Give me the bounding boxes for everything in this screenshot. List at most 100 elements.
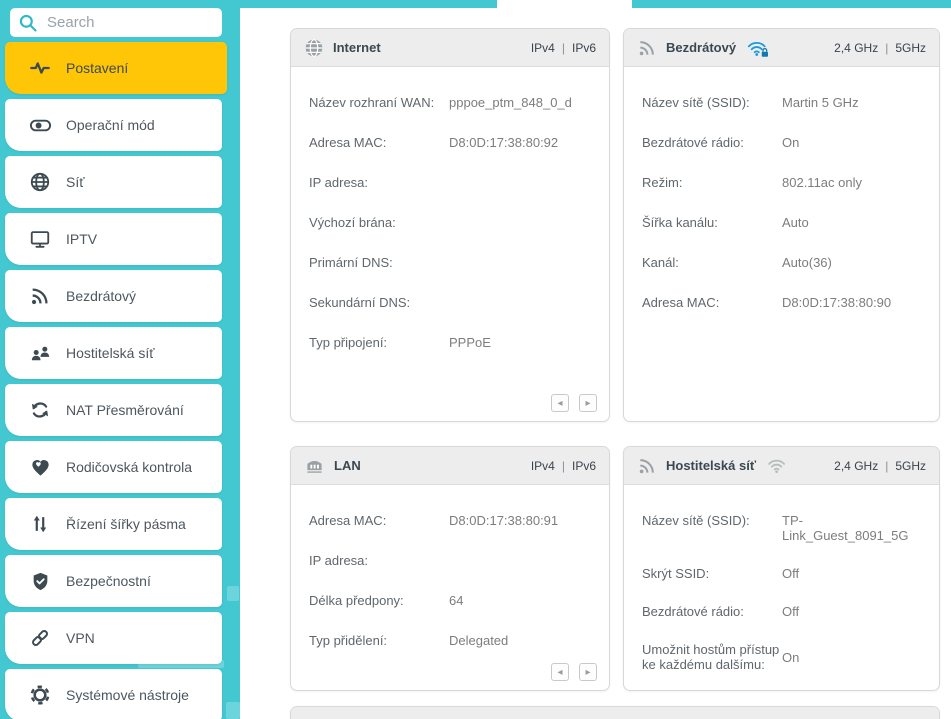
guest-card-header: Hostitelská síť 2,4 GHz | 5GHz xyxy=(624,447,939,485)
tab-separator: | xyxy=(561,40,565,55)
globe-icon xyxy=(304,38,324,58)
pager-next-button[interactable]: ▸ xyxy=(579,663,597,681)
guests-icon xyxy=(27,341,53,365)
info-row: Bezdrátové rádio: On xyxy=(642,135,800,150)
band-2-4ghz[interactable]: 2,4 GHz xyxy=(834,458,879,473)
info-row: Sekundární DNS: xyxy=(309,295,411,310)
sidebar-item-bezdratovy[interactable]: Bezdrátový xyxy=(5,270,222,322)
hub-icon xyxy=(304,456,325,476)
sidebar-item-operacni-mod[interactable]: Operační mód xyxy=(5,99,222,151)
wifi-gray-icon xyxy=(766,456,788,475)
bottom-card-header xyxy=(291,707,939,719)
lan-card: LAN IPv4 | IPv6 Adresa MAC: D8:0D:17:38:8… xyxy=(290,446,610,691)
search-box[interactable] xyxy=(10,8,222,37)
tab-ipv4[interactable]: IPv4 xyxy=(530,458,555,473)
sidebar-item-bezpecnostni[interactable]: Bezpečnostní xyxy=(5,555,222,607)
sidebar-item-label: Rodičovská kontrola xyxy=(66,459,193,475)
card-pager: ◂ ▸ xyxy=(551,663,597,681)
sidebar-item-label: Postavení xyxy=(66,60,129,76)
updown-arrows-icon xyxy=(27,512,53,536)
sidebar-item-label: NAT Přesměrování xyxy=(66,402,184,418)
link-icon xyxy=(27,626,53,650)
info-row: Adresa MAC: D8:0D:17:38:80:91 xyxy=(309,513,559,528)
internet-card-header: Internet IPv4 | IPv6 xyxy=(291,29,609,67)
wireless-beacon-icon xyxy=(27,284,53,308)
sidebar-item-label: Hostitelská síť xyxy=(66,345,155,361)
tab-ipv4[interactable]: IPv4 xyxy=(530,40,555,55)
info-row: Výchozí brána: xyxy=(309,215,396,230)
sidebar-item-label: Bezpečnostní xyxy=(66,573,151,589)
info-row: IP adresa: xyxy=(309,553,369,568)
guest-network-card: Hostitelská síť 2,4 GHz | 5GHz Název sít… xyxy=(623,446,940,691)
info-row: Adresa MAC: D8:0D:17:38:80:92 xyxy=(309,135,559,150)
card-title: Internet xyxy=(333,40,381,55)
toggle-icon xyxy=(27,113,53,137)
card-title: Bezdrátový xyxy=(666,40,737,55)
info-row: Šířka kanálu: Auto xyxy=(642,215,809,230)
search-icon xyxy=(19,14,37,32)
top-accent-strip xyxy=(240,0,497,8)
wireless-card: Bezdrátový 2,4 GHz | 5GHz Název sítě (SS… xyxy=(623,28,940,422)
info-row: Primární DNS: xyxy=(309,255,393,270)
lan-card-header: LAN IPv4 | IPv6 xyxy=(291,447,609,485)
sidebar-item-hostitelska-sit[interactable]: Hostitelská síť xyxy=(5,327,222,379)
info-row: Délka předpony: 64 xyxy=(309,593,464,608)
main-content: Internet IPv4 | IPv6 Název rozhraní WAN:… xyxy=(240,0,951,719)
info-row: IP adresa: xyxy=(309,175,369,190)
search-input[interactable] xyxy=(47,14,207,31)
info-row: Adresa MAC: D8:0D:17:38:80:90 xyxy=(642,295,892,310)
info-row: Režim: 802.11ac only xyxy=(642,175,862,190)
info-row: Název rozhraní WAN: pppoe_ptm_848_0_d xyxy=(309,95,572,110)
sync-icon xyxy=(27,398,53,422)
bottom-card xyxy=(290,706,940,719)
sidebar-item-nat-presmerovani[interactable]: NAT Přesměrování xyxy=(5,384,222,436)
sidebar-nav: Postavení Operační mód Síť IPTV xyxy=(0,42,240,719)
sidebar-item-systemove-nastroje[interactable]: Systémové nástroje xyxy=(5,669,222,719)
sidebar-decoration xyxy=(227,586,239,601)
sidebar-item-rodicovska-kontrola[interactable]: Rodičovská kontrola xyxy=(5,441,222,493)
info-row: Typ připojení: PPPoE xyxy=(309,335,491,350)
tab-separator: | xyxy=(561,458,565,473)
monitor-icon xyxy=(27,227,53,251)
shield-icon xyxy=(27,569,53,593)
gear-icon xyxy=(27,683,53,707)
sidebar-item-label: Bezdrátový xyxy=(66,288,137,304)
band-5ghz[interactable]: 5GHz xyxy=(895,458,926,473)
info-row: Název sítě (SSID): TP-Link_Guest_8091_5G xyxy=(642,513,909,543)
pager-prev-button[interactable]: ◂ xyxy=(551,663,569,681)
sidebar-item-label: IPTV xyxy=(66,231,98,247)
wifi-icon xyxy=(637,456,657,476)
tab-ipv6[interactable]: IPv6 xyxy=(571,458,596,473)
info-row: Bezdrátové rádio: Off xyxy=(642,604,800,619)
sidebar-item-label: Operační mód xyxy=(66,117,155,133)
sidebar: Postavení Operační mód Síť IPTV xyxy=(0,0,240,719)
globe-icon xyxy=(27,170,53,194)
info-row: Typ přidělení: Delegated xyxy=(309,633,509,648)
sidebar-item-rizeni-sirky-pasma[interactable]: Řízení šířky pásma xyxy=(5,498,222,550)
heart-icon xyxy=(27,455,53,479)
band-2-4ghz[interactable]: 2,4 GHz xyxy=(834,40,879,55)
sidebar-item-sit[interactable]: Síť xyxy=(5,156,222,208)
band-separator: | xyxy=(885,40,889,55)
tab-ipv6[interactable]: IPv6 xyxy=(571,40,596,55)
pager-next-button[interactable]: ▸ xyxy=(579,394,597,412)
sidebar-item-label: Řízení šířky pásma xyxy=(66,516,186,532)
internet-card: Internet IPv4 | IPv6 Název rozhraní WAN:… xyxy=(290,28,610,422)
info-row: Skrýt SSID: Off xyxy=(642,566,800,581)
pulse-icon xyxy=(27,56,53,80)
wireless-card-header: Bezdrátový 2,4 GHz | 5GHz xyxy=(624,29,939,67)
sidebar-item-iptv[interactable]: IPTV xyxy=(5,213,222,265)
sidebar-decoration xyxy=(138,660,224,668)
sidebar-item-vpn[interactable]: VPN xyxy=(5,612,222,664)
sidebar-item-postaveni[interactable]: Postavení xyxy=(5,42,227,94)
info-row: Kanál: Auto(36) xyxy=(642,255,832,270)
info-row: Název sítě (SSID): Martin 5 GHz xyxy=(642,95,859,110)
band-5ghz[interactable]: 5GHz xyxy=(895,40,926,55)
card-title: LAN xyxy=(334,458,361,473)
card-pager: ◂ ▸ xyxy=(551,394,597,412)
wifi-icon xyxy=(637,38,657,58)
band-separator: | xyxy=(885,458,889,473)
pager-prev-button[interactable]: ◂ xyxy=(551,394,569,412)
top-accent-strip xyxy=(632,0,951,8)
